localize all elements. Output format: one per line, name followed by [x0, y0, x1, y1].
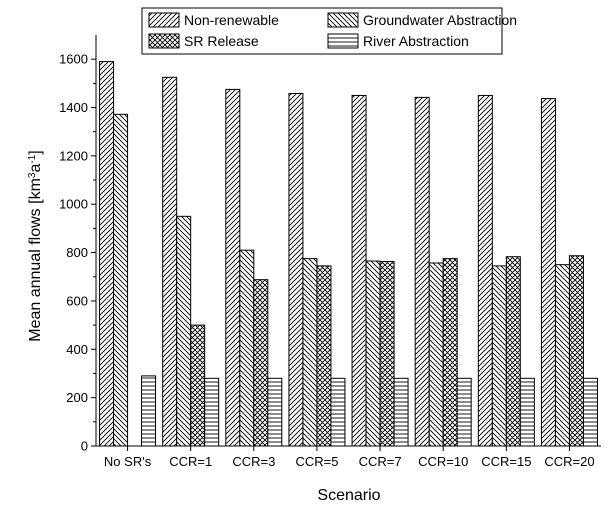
bar: [365, 260, 381, 447]
bar: [141, 375, 157, 447]
y-tick-label: 800: [66, 245, 88, 260]
y-tick-label: 200: [66, 390, 88, 405]
bar: [379, 261, 395, 447]
y-tick-label: 1600: [59, 52, 88, 67]
legend-swatch-groundwater-abstraction: [327, 12, 359, 28]
bar: [582, 377, 598, 447]
y-axis-ticks: 0 200 400 600 800 1000 1200 1400 1600: [59, 52, 96, 454]
bar: [225, 88, 241, 447]
bar: [414, 96, 430, 447]
x-axis-ticks: No SR's CCR=1 CCR=3 CCR=5 CCR=7 CCR=10 CCR=15 C…: [104, 446, 595, 469]
legend-swatch-non-renewable: [148, 12, 180, 28]
bar: [477, 94, 493, 447]
x-tick-label: CCR=3: [232, 454, 275, 469]
bar: [505, 256, 521, 447]
bar: [491, 265, 507, 447]
x-tick-label: CCR=1: [169, 454, 212, 469]
x-axis-title: Scenario: [317, 487, 380, 504]
bar: [442, 258, 458, 447]
x-tick-label: CCR=7: [359, 454, 402, 469]
bar: [162, 76, 178, 447]
bar: [316, 265, 332, 447]
bar: [302, 258, 318, 447]
bar: [239, 249, 255, 447]
y-tick-label: 0: [81, 439, 88, 454]
y-axis-title-mid: a: [27, 164, 44, 173]
y-tick-label: 1400: [59, 100, 88, 115]
legend-label-sr-release: SR Release: [184, 33, 259, 49]
y-tick-label: 400: [66, 342, 88, 357]
y-tick-label: 1000: [59, 197, 88, 212]
bar: [267, 377, 283, 447]
bar: [330, 377, 346, 447]
bar: [113, 113, 129, 447]
bar: [393, 377, 409, 447]
legend: Non-renewable Groundwater Abstraction SR…: [141, 7, 517, 55]
legend-box: [141, 7, 503, 55]
bar: [428, 262, 444, 447]
bar: [351, 94, 367, 447]
bar: [554, 264, 570, 447]
x-tick-label: CCR=15: [481, 454, 531, 469]
bar: [288, 93, 304, 447]
bar: [176, 215, 192, 447]
y-tick-label: 1200: [59, 148, 88, 163]
legend-label-non-renewable: Non-renewable: [184, 12, 279, 28]
legend-swatch-river-abstraction: [327, 33, 359, 49]
x-tick-label: No SR's: [104, 454, 152, 469]
y-axis-title-sup1: 3: [27, 172, 38, 178]
bar: [540, 98, 556, 447]
bar: [456, 377, 472, 447]
bar: [253, 279, 269, 447]
bar: [190, 324, 206, 447]
y-axis-title-suffix: ]: [27, 150, 44, 154]
x-tick-label: CCR=20: [544, 454, 594, 469]
bar: [519, 377, 535, 447]
x-tick-label: CCR=10: [418, 454, 468, 469]
y-axis-title-sup2: -1: [27, 154, 38, 163]
bar: [204, 377, 220, 447]
y-axis-title: Mean annual flows [km3a-1]: [27, 150, 45, 341]
bars: [99, 61, 598, 447]
bar: [99, 61, 115, 447]
y-axis-title-prefix: Mean annual flows [km: [27, 178, 44, 342]
x-tick-label: CCR=5: [295, 454, 338, 469]
legend-label-river-abstraction: River Abstraction: [363, 33, 469, 49]
bar: [568, 255, 584, 447]
y-tick-label: 600: [66, 293, 88, 308]
legend-swatch-sr-release: [148, 33, 180, 49]
legend-label-groundwater-abstraction: Groundwater Abstraction: [363, 12, 517, 28]
